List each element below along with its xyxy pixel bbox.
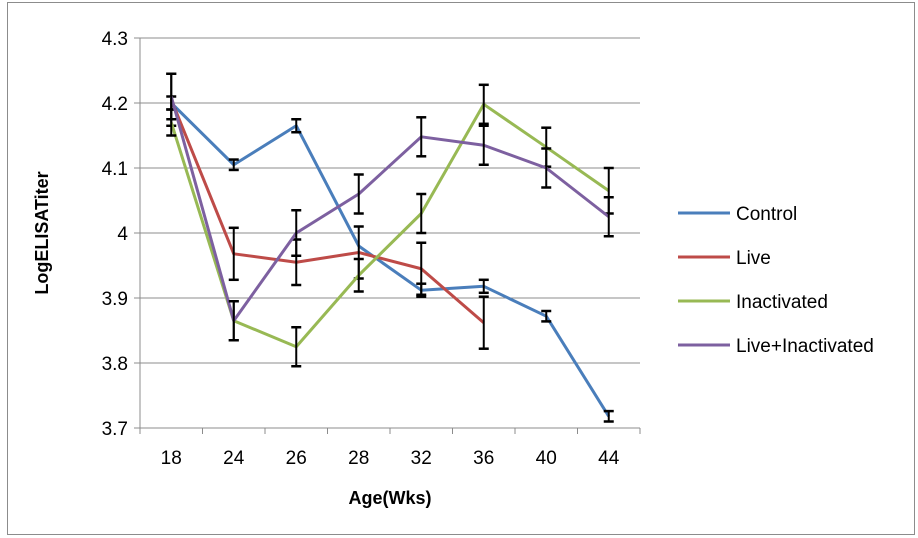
legend-label: Live+Inactivated — [736, 336, 874, 357]
error-bar — [478, 278, 489, 295]
line-chart: 3.7 3.8 3.9 4 4.1 4.2 4.3 18 24 26 28 32 36 40 44 LogE… — [32, 29, 874, 508]
x-tick-label: 36 — [473, 448, 494, 469]
error-bar — [353, 173, 364, 215]
legend: Control Live Inactivated Live+Inactivated — [678, 204, 874, 357]
legend-item: Live+Inactivated — [678, 336, 874, 357]
x-axis-title: Age(Wks) — [348, 488, 431, 508]
y-tick-label: 4 — [117, 224, 128, 245]
error-bar — [478, 295, 489, 350]
y-tick-label: 3.7 — [102, 419, 128, 440]
x-tick-label: 18 — [161, 448, 182, 469]
y-tick-label: 4.2 — [102, 94, 128, 115]
legend-label: Inactivated — [736, 292, 828, 313]
series-line — [169, 96, 610, 323]
y-axis-title: LogELISATiter — [32, 171, 52, 294]
y-tick-label: 3.8 — [102, 354, 128, 375]
error-bar — [416, 192, 427, 235]
tick-labels: 3.7 3.8 3.9 4 4.1 4.2 4.3 18 24 26 28 32 36 40 44 — [102, 29, 620, 469]
error-bar — [416, 116, 427, 158]
legend-label: Control — [736, 204, 797, 225]
legend-item: Control — [678, 204, 797, 225]
error-bar — [291, 118, 302, 134]
x-tick-label: 40 — [536, 448, 557, 469]
error-bar — [603, 409, 614, 423]
x-tick-label: 44 — [598, 448, 620, 469]
series-line — [169, 99, 485, 324]
error-bar — [166, 72, 177, 121]
gridlines — [140, 37, 640, 429]
legend-label: Live — [736, 248, 771, 269]
legend-item: Live — [678, 248, 771, 269]
error-bar — [353, 257, 364, 293]
error-bar — [541, 309, 552, 323]
error-bar — [291, 209, 302, 257]
error-bar — [541, 147, 552, 189]
x-tick-label: 24 — [223, 448, 245, 469]
chart-frame: 3.7 3.8 3.9 4 4.1 4.2 4.3 18 24 26 28 32 36 40 44 LogE… — [7, 2, 915, 535]
error-bar — [228, 158, 239, 172]
y-tick-label: 4.1 — [102, 159, 128, 180]
series-line — [169, 102, 610, 349]
legend-item: Inactivated — [678, 292, 828, 313]
series-live-inactivated — [166, 72, 614, 342]
error-bar — [228, 300, 239, 342]
axes — [134, 37, 641, 434]
x-tick-label: 26 — [286, 448, 307, 469]
error-bar — [228, 226, 239, 282]
error-bar — [478, 83, 489, 126]
y-tick-label: 4.3 — [102, 29, 128, 50]
x-tick-label: 32 — [411, 448, 432, 469]
error-bar — [603, 196, 614, 238]
series-live — [166, 72, 489, 350]
error-bar — [478, 124, 489, 166]
y-tick-label: 3.9 — [102, 289, 128, 310]
series-line — [170, 101, 611, 418]
error-bar — [291, 326, 302, 368]
series-layer — [166, 72, 614, 423]
x-tick-label: 28 — [348, 448, 369, 469]
error-bar — [416, 241, 427, 296]
